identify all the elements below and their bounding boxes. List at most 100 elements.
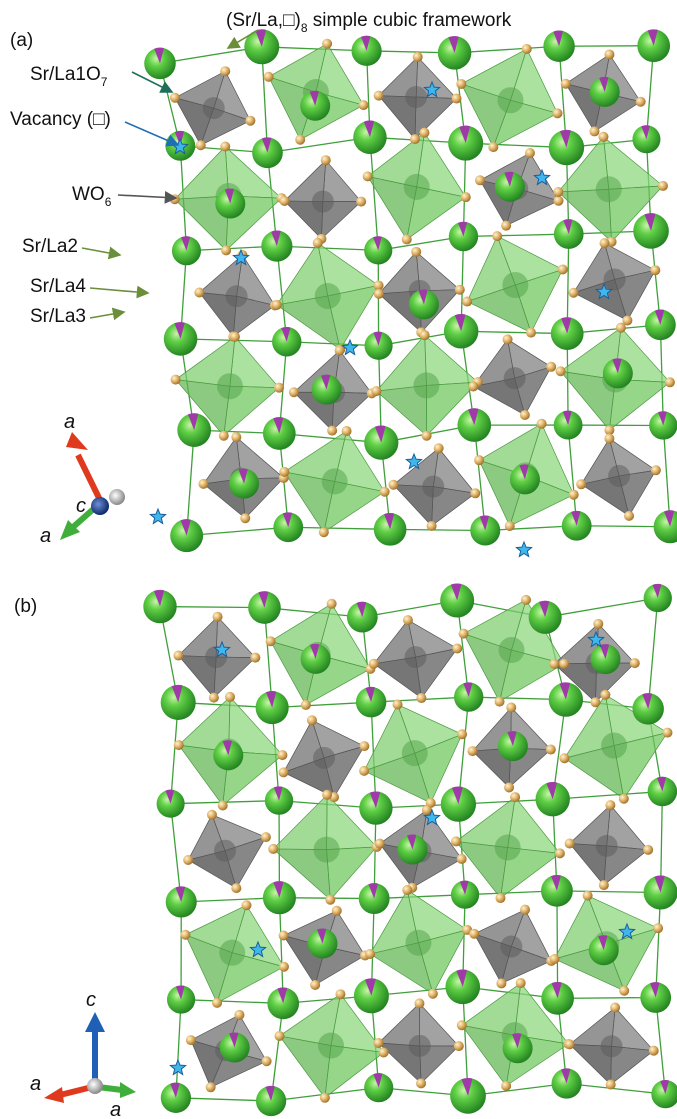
oxygen <box>218 800 228 810</box>
octahedron-center <box>315 283 341 309</box>
oxygen <box>546 362 556 372</box>
oxygen <box>428 989 438 999</box>
oxygen <box>598 132 608 142</box>
axis-label: a <box>110 1099 121 1119</box>
subscript: 6 <box>105 195 112 209</box>
oxygen <box>419 128 429 138</box>
site3-label: Sr/La3 <box>30 306 86 327</box>
oxygen <box>268 844 278 854</box>
oxygen <box>170 93 180 103</box>
axis-c <box>91 497 109 515</box>
oxygen <box>561 79 571 89</box>
octahedron-center <box>314 837 340 863</box>
octahedron-center <box>226 285 248 307</box>
pointer <box>82 248 120 255</box>
structure-panel <box>144 29 677 556</box>
axis-label: a <box>40 525 51 547</box>
axis-origin <box>87 1078 103 1094</box>
axis-arrow <box>78 455 100 500</box>
octahedron-center <box>313 747 335 769</box>
axis-origin <box>109 489 125 505</box>
oxygen <box>335 989 345 999</box>
octahedron-center <box>499 637 525 663</box>
oxygen <box>469 929 479 939</box>
octahedron-center <box>405 930 431 956</box>
oxygen <box>221 245 231 255</box>
oxygen <box>520 410 530 420</box>
oxygen <box>558 264 568 274</box>
framework-edge <box>568 425 577 526</box>
oxygen <box>569 490 579 500</box>
structure-panel <box>143 583 677 1116</box>
text: simple cubic framework <box>308 10 512 31</box>
oxygen <box>245 116 255 126</box>
oxygen <box>504 782 514 792</box>
oxygen <box>388 480 398 490</box>
oxygen <box>554 196 564 206</box>
oxygen <box>505 521 515 531</box>
oxygen <box>411 247 421 257</box>
oxygen <box>550 954 560 964</box>
oxygen <box>250 653 260 663</box>
oxygen <box>173 651 183 661</box>
oxygen <box>310 980 320 990</box>
oxygen <box>422 431 432 441</box>
oxygen <box>322 39 332 49</box>
octahedron-center <box>405 86 427 108</box>
oxygen <box>342 426 352 436</box>
oxygen <box>452 94 462 104</box>
oxygen <box>576 479 586 489</box>
oxygen <box>332 906 342 916</box>
oxygen <box>665 377 675 387</box>
oxygen <box>559 659 569 669</box>
octahedron-center <box>217 373 243 399</box>
oxygen <box>321 155 331 165</box>
oxygen <box>393 700 403 710</box>
oxygen <box>604 49 614 59</box>
oxygen <box>600 690 610 700</box>
oxygen <box>565 1039 575 1049</box>
octahedron-center <box>601 733 627 759</box>
text: WO <box>72 184 105 205</box>
cation <box>654 510 677 543</box>
oxygen <box>183 855 193 865</box>
oxygen <box>171 375 181 385</box>
oxygen <box>279 767 289 777</box>
oxygen <box>319 527 329 537</box>
oxygen <box>590 697 600 707</box>
framework-edge <box>370 137 378 250</box>
oxygen <box>194 287 204 297</box>
oxygen <box>279 962 289 972</box>
oxygen <box>583 891 593 901</box>
axis-head <box>66 432 88 450</box>
oxygen <box>555 848 565 858</box>
oxygen <box>196 140 206 150</box>
oxygen <box>457 854 467 864</box>
oxygen <box>231 883 241 893</box>
oxygen <box>636 97 646 107</box>
oxygen <box>468 381 478 391</box>
oxygen <box>496 978 506 988</box>
oxygen <box>241 900 251 910</box>
oxygen <box>599 880 609 890</box>
oxygen <box>616 323 626 333</box>
oxygen <box>186 1035 196 1045</box>
oxygen <box>474 455 484 465</box>
oxygen <box>427 521 437 531</box>
text: Sr/La1O <box>30 64 101 85</box>
oxygen <box>180 930 190 940</box>
oxygen <box>649 1046 659 1056</box>
octahedron-center <box>409 1035 431 1057</box>
oxygen <box>301 700 311 710</box>
oxygen <box>589 126 599 136</box>
axes-a: a c a <box>40 411 125 547</box>
oxygen <box>467 746 477 756</box>
oxygen <box>457 729 467 739</box>
octahedron-center <box>405 646 427 668</box>
oxygen <box>279 931 289 941</box>
oxygen <box>662 728 672 738</box>
vacancy-star <box>170 1060 185 1074</box>
oxygen <box>335 345 345 355</box>
oxygen <box>225 692 235 702</box>
octahedron-center <box>495 835 521 861</box>
